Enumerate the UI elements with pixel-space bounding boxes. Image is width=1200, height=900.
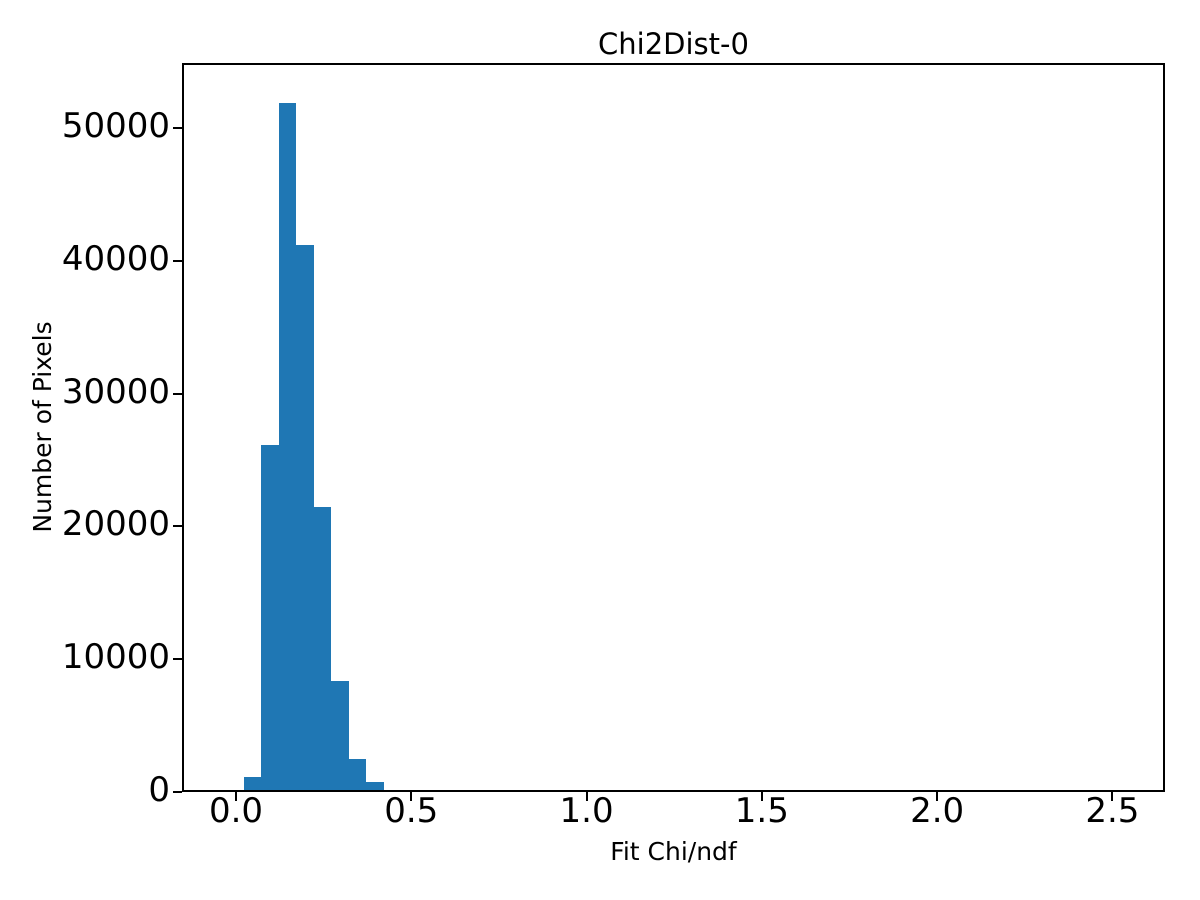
- y-axis-label: Number of Pixels: [28, 321, 57, 533]
- y-tick-mark: [173, 791, 182, 793]
- histogram-bar: [331, 681, 349, 792]
- x-tick-mark: [936, 792, 939, 801]
- chart-title: Chi2Dist-0: [598, 27, 749, 61]
- x-tick-label: 0.0: [208, 791, 264, 831]
- histogram-bar: [296, 244, 314, 792]
- y-tick-label: 10000: [61, 637, 170, 678]
- histogram-bar: [348, 758, 367, 792]
- x-tick-mark: [234, 792, 237, 801]
- y-tick-label: 50000: [61, 106, 170, 147]
- x-tick-mark: [410, 792, 413, 801]
- y-tick-label: 0: [148, 770, 170, 810]
- x-tick-mark: [760, 792, 763, 801]
- x-tick-label: 1.5: [734, 791, 789, 831]
- x-tick-mark: [1111, 792, 1114, 801]
- y-tick-mark: [173, 127, 182, 130]
- x-tick-label: 1.0: [559, 791, 614, 831]
- y-tick-label: 40000: [61, 238, 170, 279]
- x-tick-label: 0.5: [384, 791, 439, 831]
- y-tick-mark: [173, 658, 182, 661]
- x-axis-label: Fit Chi/ndf: [610, 837, 737, 866]
- histogram-bar: [278, 102, 297, 792]
- histogram-bar: [313, 506, 332, 792]
- histogram-bar: [366, 782, 384, 792]
- histogram-bar: [243, 776, 262, 792]
- y-tick-mark: [173, 525, 182, 528]
- y-tick-mark: [173, 392, 182, 395]
- x-tick-label: 2.0: [910, 791, 965, 831]
- histogram-bar: [261, 445, 279, 792]
- y-tick-mark: [173, 259, 182, 262]
- y-tick-label: 30000: [61, 371, 170, 412]
- x-tick-mark: [585, 792, 588, 801]
- x-tick-label: 2.5: [1085, 791, 1140, 831]
- y-tick-label: 20000: [61, 504, 170, 545]
- histogram-bars: [182, 63, 1165, 792]
